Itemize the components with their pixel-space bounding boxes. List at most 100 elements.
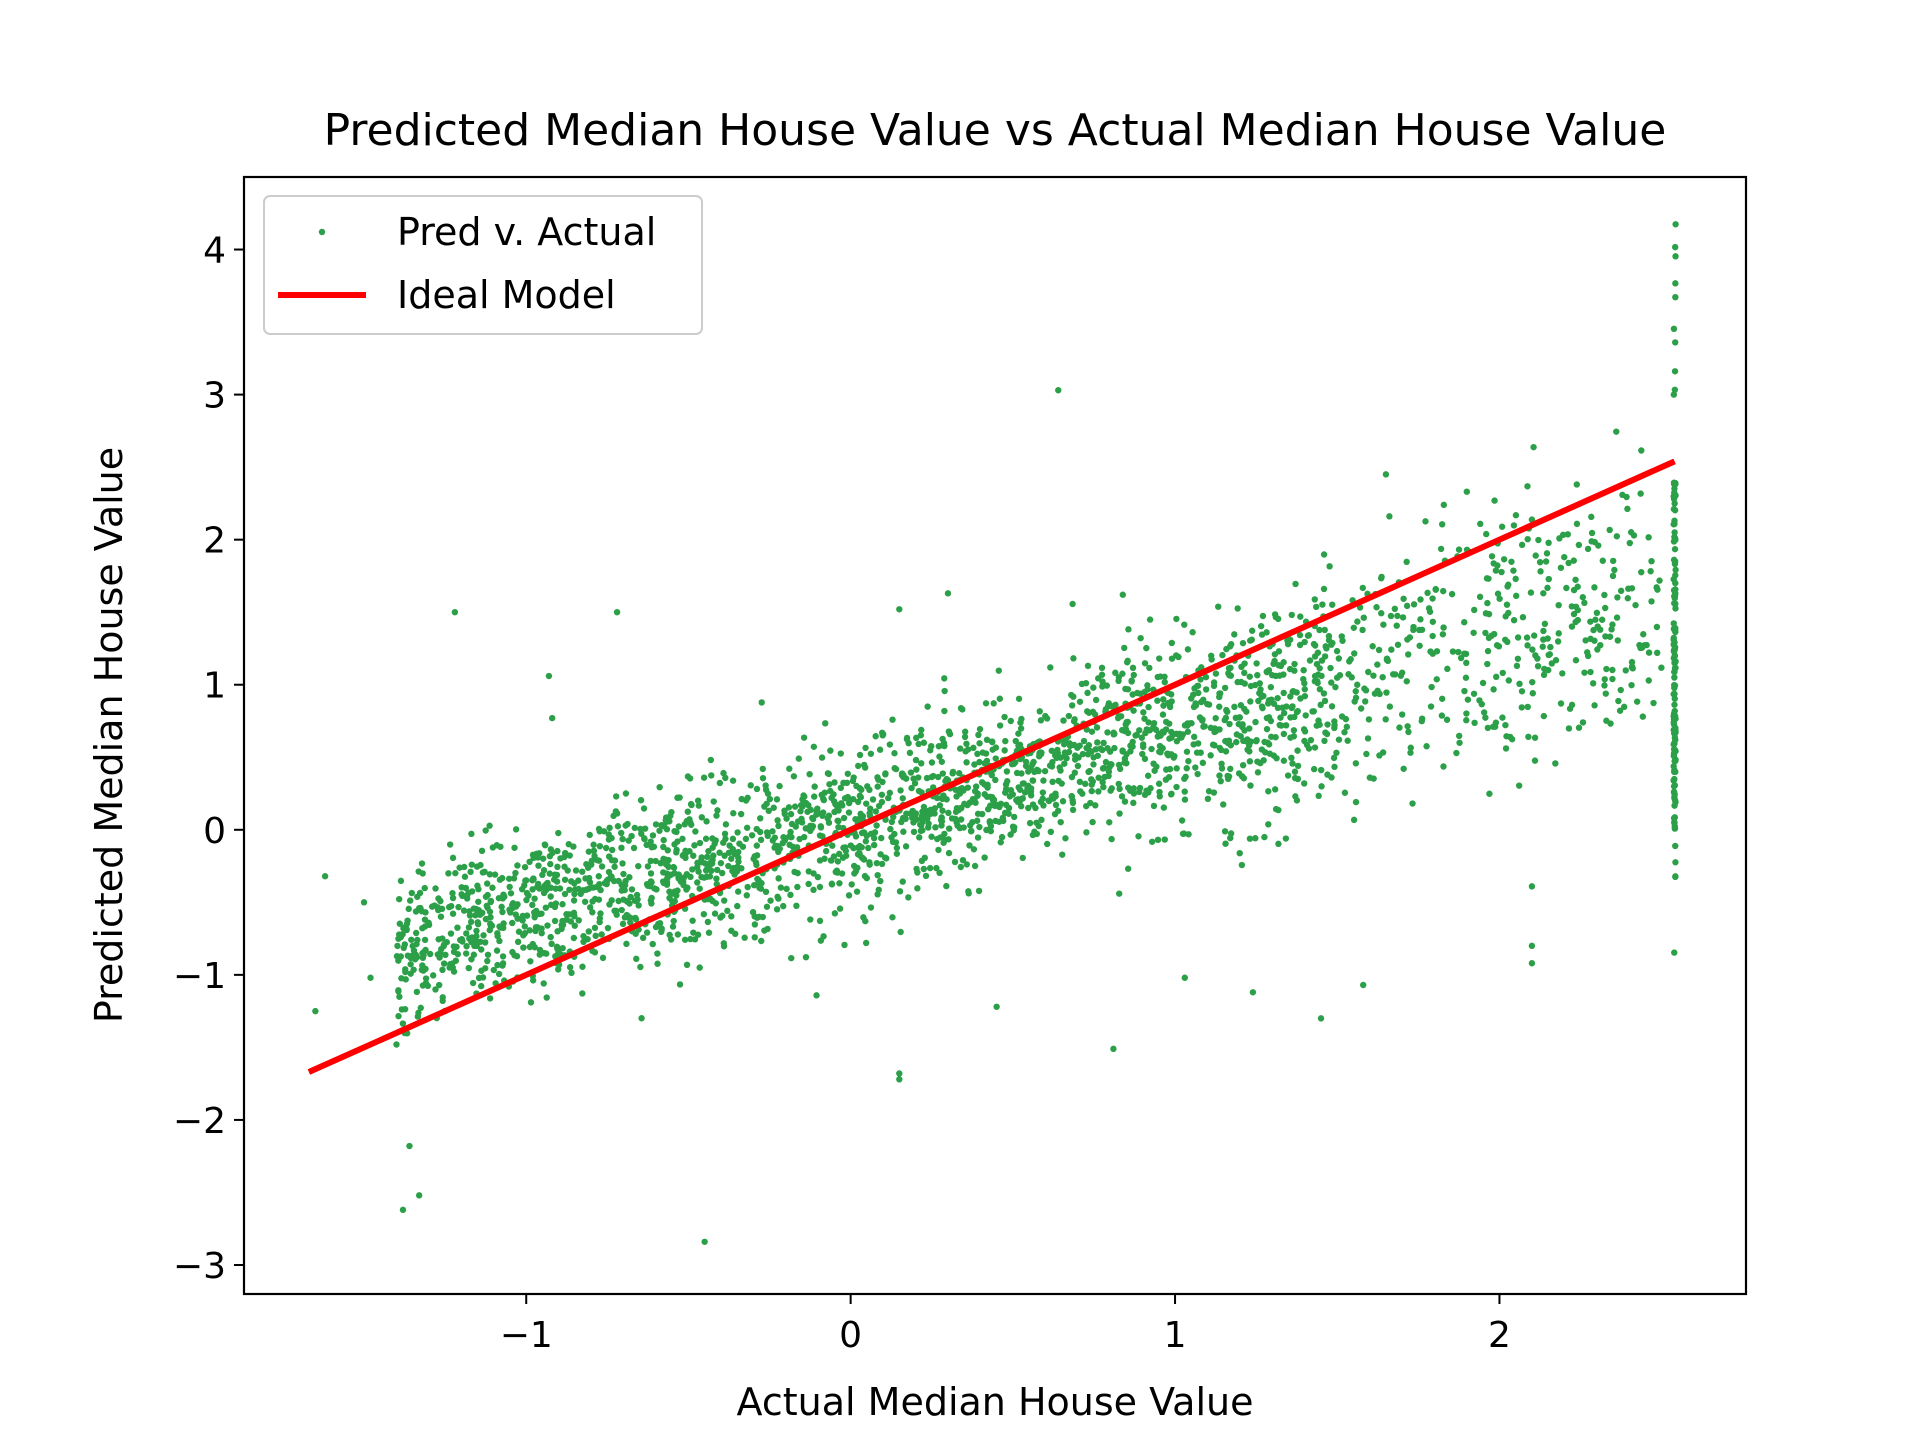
data-point — [1534, 662, 1542, 670]
data-point — [1288, 611, 1295, 619]
y-tick-label: −3 — [173, 1246, 226, 1287]
data-point — [1150, 760, 1157, 767]
data-point — [682, 850, 689, 858]
data-point — [1258, 691, 1265, 699]
data-point — [1524, 535, 1531, 543]
data-point — [561, 890, 569, 898]
data-point — [1633, 698, 1641, 705]
data-point — [1370, 775, 1377, 782]
data-point — [747, 782, 754, 789]
data-point — [775, 822, 782, 830]
data-point — [540, 889, 548, 897]
data-point — [712, 900, 719, 907]
data-point — [822, 720, 829, 727]
data-point — [474, 882, 481, 889]
data-point — [1557, 564, 1565, 571]
data-point — [1493, 642, 1501, 649]
data-point — [1060, 741, 1068, 748]
data-point — [486, 995, 494, 1002]
data-point — [858, 854, 866, 861]
data-point — [1616, 707, 1624, 714]
data-point — [867, 805, 874, 812]
data-point — [1429, 595, 1436, 602]
data-point — [1625, 585, 1632, 592]
data-point — [920, 739, 928, 746]
data-point — [1265, 788, 1272, 795]
data-point — [595, 857, 603, 864]
data-point — [1615, 697, 1622, 705]
data-point — [1529, 646, 1536, 653]
data-point — [1057, 818, 1064, 826]
y-tick-label: −2 — [173, 1101, 226, 1142]
data-point — [1491, 497, 1498, 504]
data-point — [472, 912, 479, 919]
data-point — [1240, 775, 1248, 782]
data-point — [1118, 793, 1126, 800]
data-point — [1518, 541, 1526, 549]
data-point — [1246, 725, 1253, 732]
data-point — [738, 865, 745, 872]
data-point — [414, 936, 421, 944]
data-point — [1488, 553, 1496, 560]
data-point — [920, 865, 928, 873]
data-point — [1183, 765, 1190, 772]
data-point — [1671, 682, 1679, 689]
data-point — [700, 774, 708, 781]
data-point — [1350, 816, 1358, 824]
data-point — [1049, 778, 1056, 786]
data-point — [1545, 651, 1552, 659]
data-point — [679, 835, 686, 843]
data-point — [447, 930, 455, 937]
data-point — [734, 902, 741, 910]
data-point — [787, 828, 794, 836]
data-point — [1139, 750, 1146, 758]
data-point — [1226, 720, 1233, 728]
data-point — [757, 836, 765, 844]
data-point — [619, 860, 626, 867]
data-point — [535, 862, 542, 869]
data-point — [493, 842, 501, 849]
data-point — [551, 871, 559, 878]
data-point — [608, 834, 615, 842]
data-point — [1671, 668, 1678, 675]
data-point — [1575, 541, 1583, 549]
data-point — [568, 969, 575, 977]
data-point — [819, 810, 826, 817]
data-point — [708, 772, 715, 779]
data-point — [1670, 391, 1678, 398]
data-point — [1257, 759, 1264, 767]
data-point — [694, 863, 701, 871]
data-point — [1193, 749, 1201, 756]
data-point — [1150, 802, 1158, 810]
data-point — [1123, 760, 1130, 767]
data-point — [1168, 655, 1176, 662]
data-point — [1449, 648, 1457, 655]
data-point — [1154, 836, 1162, 844]
data-point — [1076, 778, 1084, 786]
data-point — [422, 946, 429, 954]
data-point — [898, 818, 905, 826]
data-point — [1200, 696, 1207, 703]
data-point — [468, 861, 476, 868]
data-point — [1602, 690, 1609, 697]
data-point — [1671, 646, 1678, 654]
data-point — [445, 870, 452, 877]
data-point — [1448, 590, 1456, 598]
data-point — [1601, 676, 1608, 683]
data-point — [1463, 659, 1470, 667]
data-point — [1249, 989, 1257, 996]
data-point — [1335, 736, 1343, 743]
data-point — [534, 883, 541, 891]
data-point — [1106, 819, 1113, 826]
data-point — [589, 898, 596, 905]
data-point — [1095, 774, 1102, 781]
data-point — [1085, 709, 1093, 716]
data-point — [1220, 801, 1227, 808]
data-point — [861, 764, 869, 771]
data-point — [1019, 854, 1026, 862]
data-point — [1671, 545, 1679, 553]
data-point — [865, 844, 872, 852]
data-point — [1280, 659, 1287, 666]
data-point — [499, 908, 506, 916]
data-point — [1672, 842, 1679, 850]
